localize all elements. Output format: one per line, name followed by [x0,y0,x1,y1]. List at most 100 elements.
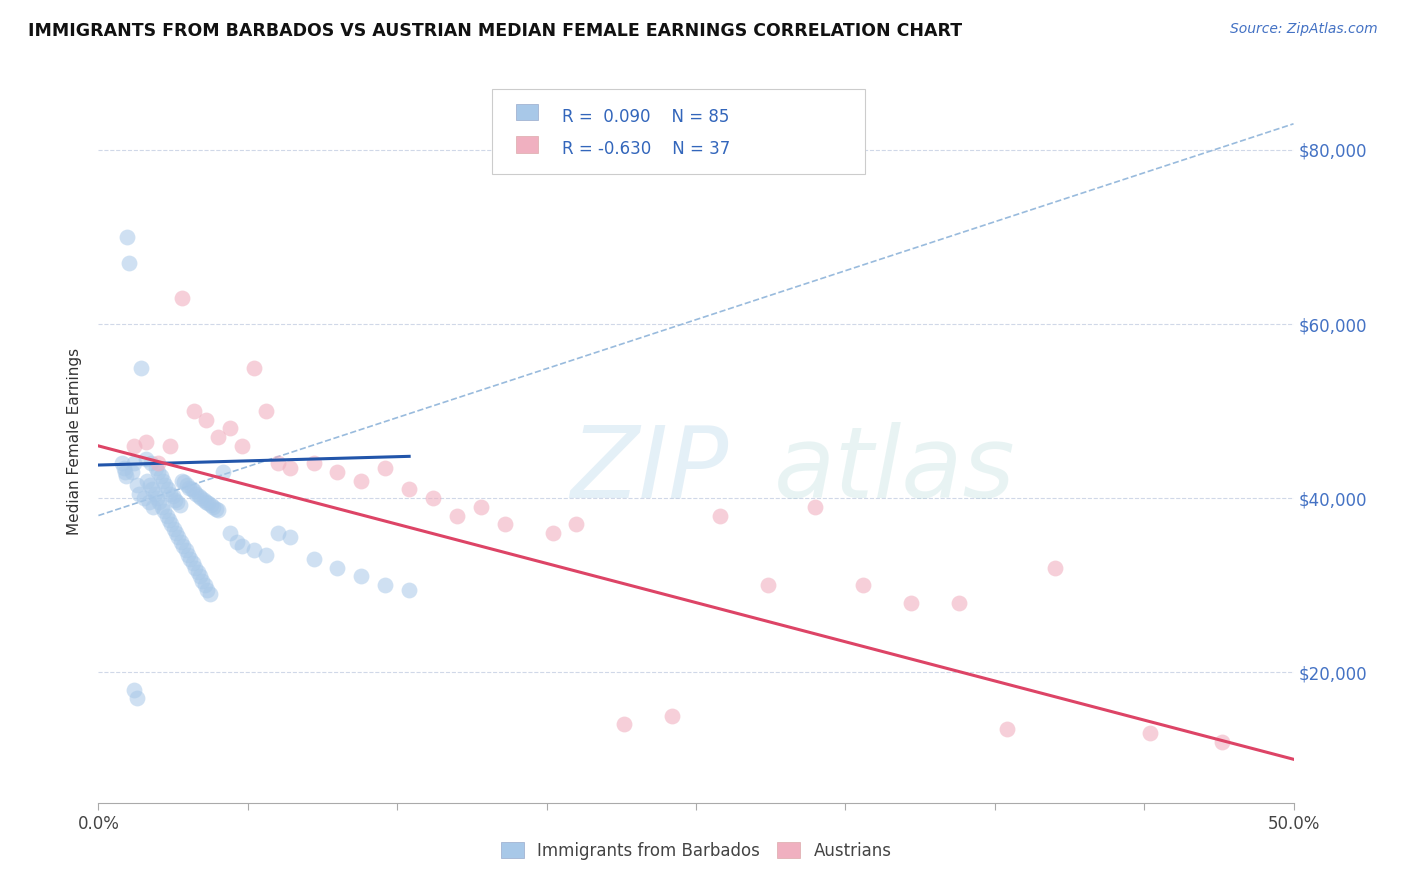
Point [125,691,148,706]
Point [135,434,157,449]
Point [163,522,186,536]
Point [470,500,492,514]
Point [160,517,183,532]
Point [278,460,301,475]
Point [565,517,588,532]
Point [190,491,212,505]
Point [173,475,195,490]
Text: Source: ZipAtlas.com: Source: ZipAtlas.com [1230,22,1378,37]
Point [398,483,420,497]
Point [661,708,683,723]
Point [112,460,135,475]
Point [804,500,827,514]
Point [156,483,179,497]
Point [207,430,229,444]
Point [142,500,165,514]
Point [183,404,205,418]
Point [494,517,516,532]
Point [193,492,215,507]
Text: ZIP: ZIP [571,422,728,519]
Point [118,256,141,270]
Point [219,525,242,540]
Point [145,460,167,475]
Point [135,452,157,467]
Point [170,534,193,549]
Point [155,508,177,523]
Point [128,487,150,501]
Point [231,539,253,553]
Point [167,530,190,544]
Point [172,474,194,488]
Text: R =  0.090    N = 85: R = 0.090 N = 85 [562,108,730,126]
Point [136,474,159,488]
Point [204,501,226,516]
Point [195,413,218,427]
Point [187,489,209,503]
Point [541,525,564,540]
Point [159,439,181,453]
Point [188,569,211,583]
Point [172,291,194,305]
Point [132,491,155,505]
Point [1139,726,1161,740]
Point [231,439,253,453]
Point [709,508,731,523]
Point [350,569,373,583]
Point [194,578,217,592]
Point [197,496,219,510]
Point [198,587,221,601]
Point [302,552,325,566]
Point [226,534,249,549]
Point [302,456,325,470]
Y-axis label: Median Female Earnings: Median Female Earnings [66,348,82,535]
Point [1211,735,1233,749]
Point [756,578,779,592]
Point [148,495,170,509]
Point [139,456,162,470]
Point [267,456,290,470]
Point [124,439,146,453]
Point [153,504,176,518]
Point [181,557,204,571]
Legend: Immigrants from Barbados, Austrians: Immigrants from Barbados, Austrians [494,836,898,867]
Point [155,478,177,492]
Point [146,491,169,505]
Point [162,489,184,503]
Point [219,421,242,435]
Point [124,682,146,697]
Point [243,360,266,375]
Point [179,481,201,495]
Point [374,578,396,592]
Point [195,494,218,508]
Text: IMMIGRANTS FROM BARBADOS VS AUSTRIAN MEDIAN FEMALE EARNINGS CORRELATION CHART: IMMIGRANTS FROM BARBADOS VS AUSTRIAN MED… [28,22,962,40]
Point [174,543,197,558]
Point [200,498,222,512]
Point [143,487,166,501]
Point [995,722,1018,736]
Point [267,525,290,540]
Point [207,503,229,517]
Point [900,596,922,610]
Point [139,478,162,492]
Point [163,492,186,507]
Point [152,474,174,488]
Point [184,561,207,575]
Point [124,456,146,470]
Point [166,495,188,509]
Point [115,230,138,244]
Point [1043,561,1066,575]
Point [183,484,205,499]
Point [141,483,163,497]
Point [195,582,218,597]
Point [186,487,208,501]
Point [159,487,181,501]
Point [114,465,136,479]
Point [326,561,349,575]
Point [176,478,198,492]
Point [111,456,134,470]
Point [165,525,187,540]
Point [446,508,468,523]
Point [202,500,225,514]
Point [326,465,349,479]
Point [149,469,172,483]
